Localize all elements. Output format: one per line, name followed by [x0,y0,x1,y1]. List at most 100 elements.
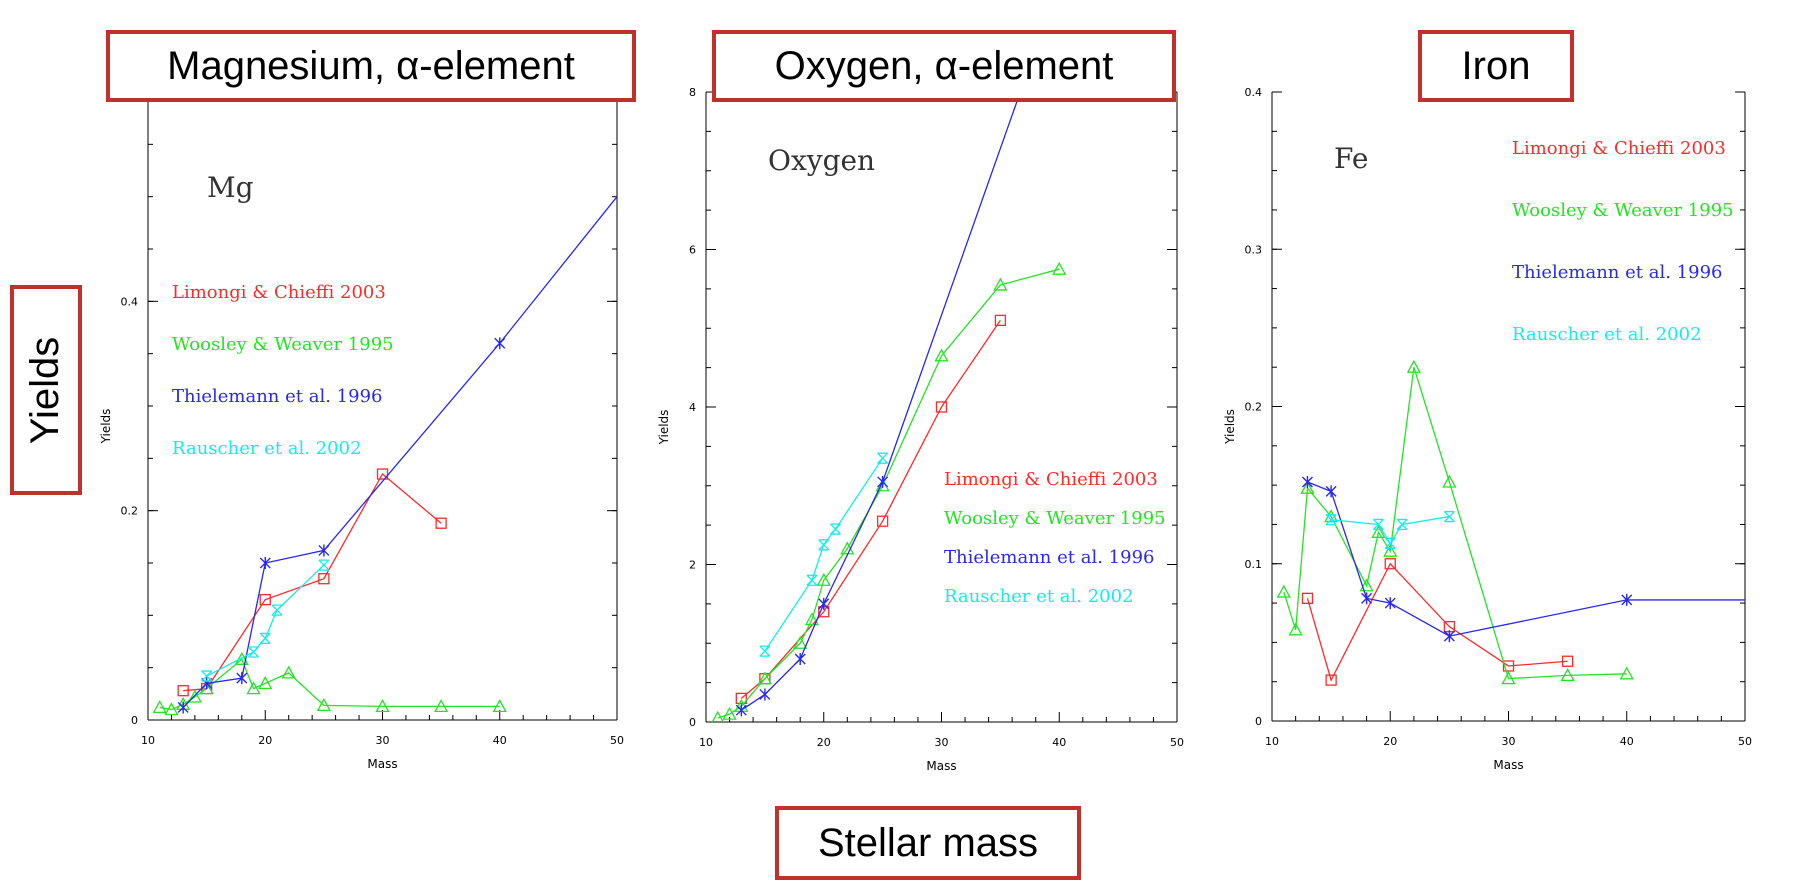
x-tick-label: 10 [1265,735,1279,748]
data-point [164,702,179,716]
magnesium-label: Magnesium, α-element [106,30,636,102]
y-tick-label: 2 [689,559,696,572]
legend: Limongi & Chieffi 2003 Woosley & Weaver 1… [944,469,1166,607]
data-point [248,646,259,658]
data-point [492,699,507,713]
data-point [804,612,820,626]
data-point [375,699,390,713]
x-axis-label: Mass [926,759,956,773]
legend-entry-woosley-weaver-1995: Woosley & Weaver 1995 [944,508,1166,529]
y-tick-label: 0 [1255,715,1262,728]
data-point [735,692,747,705]
data-point [1372,518,1384,531]
data-point [1383,543,1398,557]
data-point [259,593,271,606]
data-point [794,653,806,665]
data-point [234,651,249,665]
data-point [1325,674,1337,686]
data-point [1384,558,1396,570]
y-tick-label: 0.2 [121,505,139,518]
y-tick-label: 8 [689,86,696,99]
y-tick-label: 4 [689,401,696,414]
x-tick-label: 20 [817,736,831,749]
x-axis-label: Mass [1493,758,1523,772]
yields-label-text: Yields [23,336,68,444]
y-tick-label: 0 [131,714,138,727]
data-point [1371,524,1386,538]
data-point [258,676,273,690]
plot-area [152,196,617,716]
series-woosley-weaver-1995 [1276,359,1634,685]
series-line [764,457,884,652]
legend-entry-woosley-weaver-1995: Woosley & Weaver 1995 [1512,200,1734,221]
data-point [1396,518,1408,531]
data-point [1561,655,1574,667]
data-point [1325,514,1337,526]
series-rauscher-et-al-2002 [1325,510,1455,549]
x-axis-label: Mass [367,757,397,771]
data-point [236,672,248,685]
data-point [1384,537,1396,549]
series-thielemann-et-al-1996 [177,196,617,714]
data-point [1501,671,1516,685]
series-line [206,564,325,677]
stellar-mass-label-text: Stellar mass [817,820,1039,865]
data-point [271,604,283,616]
data-point [318,559,330,571]
data-point [759,645,771,657]
x-tick-label: 10 [699,736,713,749]
series-limongi-chieffi-2003 [177,468,447,697]
chart-mg: 10 20 30 40 50 0 0.2 0.4 Mass Yields Mg Limongi & C… [99,91,624,771]
x-tick-label: 40 [1052,736,1066,749]
data-point [818,597,830,610]
data-point [199,681,214,695]
iron-label-text: Iron [1461,43,1531,88]
data-point [177,701,189,714]
y-axis-label: Yields [657,410,671,446]
series-line [1283,366,1627,680]
data-point [318,573,330,585]
data-point [759,688,771,701]
data-point [259,557,271,569]
y-tick-label: 0.1 [1245,558,1263,571]
x-tick-label: 50 [610,734,624,747]
data-point [259,632,271,645]
legend-entry-thielemann-et-al-1996: Thielemann et al. 1996 [944,547,1154,568]
x-tick-label: 30 [935,736,949,749]
data-point [246,681,261,695]
y-tick-label: 0.4 [121,295,139,308]
legend-entry-thielemann-et-al-1996: Thielemann et al. 1996 [1512,262,1722,283]
data-point [876,515,889,527]
data-point [806,574,818,586]
y-tick-label: 6 [689,244,696,257]
y-tick-label: 0.4 [1245,86,1263,99]
y-tick-label: 0 [689,716,696,729]
data-point [1621,593,1633,606]
data-point [1442,474,1457,488]
data-point [434,699,449,713]
x-tick-label: 10 [141,734,155,747]
data-point [877,452,889,464]
series-thielemann-et-al-1996 [1301,475,1745,643]
series-woosley-weaver-1995 [711,261,1067,722]
data-point [152,700,167,714]
series-line [740,320,1001,699]
data-point [1301,475,1313,488]
iron-label: Iron [1418,30,1574,102]
data-point [1443,510,1455,523]
data-point [818,539,830,551]
x-tick-label: 30 [376,734,390,747]
series-line [1331,515,1450,545]
data-point [1301,592,1314,604]
legend-entry-limongi-chieffi-2003: Limongi & Chieffi 2003 [1512,138,1726,159]
oxygen-label: Oxygen, α-element [712,30,1176,102]
chart-oxygen: 10 20 30 40 50 0 2 4 6 8 Mass Yields Oxygen Limongi &… [657,86,1184,773]
data-point [1361,592,1373,605]
data-point [1325,485,1337,498]
chart-title: Fe [1334,142,1368,175]
data-point [494,337,506,350]
series-line [740,92,1021,711]
series-limongi-chieffi-2003 [735,314,1007,705]
series-thielemann-et-al-1996 [735,92,1021,717]
stellar-mass-label: Stellar mass [775,806,1081,880]
